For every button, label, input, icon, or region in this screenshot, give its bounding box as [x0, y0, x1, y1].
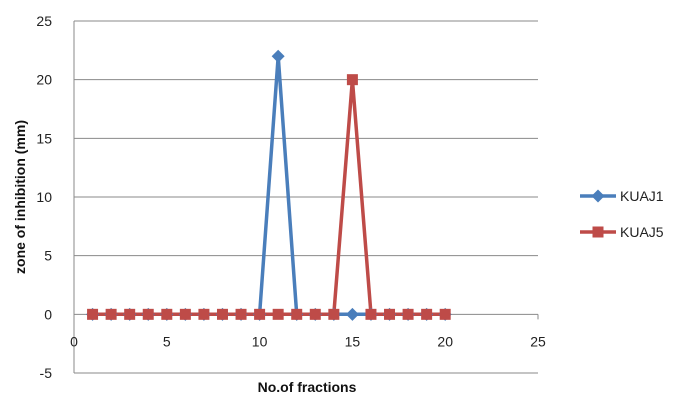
grid-lines: [74, 20, 538, 374]
data-point-kuaj5: [272, 308, 284, 320]
y-tick-label: 0: [44, 306, 52, 322]
data-point-kuaj5: [421, 308, 433, 320]
data-point-kuaj5: [87, 308, 99, 320]
data-point-kuaj1: [271, 49, 285, 63]
data-point-kuaj5: [291, 308, 303, 320]
data-point-kuaj5: [439, 308, 451, 320]
x-tick-label: 5: [163, 333, 171, 349]
y-tick-label: 25: [36, 13, 52, 29]
data-point-kuaj5: [105, 308, 117, 320]
series-layer: [86, 49, 452, 321]
legend-marker: [591, 189, 605, 203]
legend-label: KUAJ1: [620, 188, 664, 204]
y-axis-title: zone of inhibition (mm): [12, 120, 28, 274]
legend-marker: [592, 226, 604, 238]
x-tick-label: 20: [437, 333, 453, 349]
x-tick-label: 10: [252, 333, 268, 349]
data-point-kuaj5: [346, 74, 358, 86]
data-point-kuaj5: [402, 308, 414, 320]
data-point-kuaj5: [124, 308, 136, 320]
data-point-kuaj1: [345, 307, 359, 321]
legend: KUAJ1 KUAJ5: [580, 188, 664, 240]
legend-label: KUAJ5: [620, 224, 664, 240]
x-tick-label: 0: [70, 333, 78, 349]
data-point-kuaj5: [309, 308, 321, 320]
y-tick-label: 10: [36, 189, 52, 205]
y-tick-label: 20: [36, 72, 52, 88]
y-tick-label: 15: [36, 130, 52, 146]
data-point-kuaj5: [254, 308, 266, 320]
y-tick-label: 5: [44, 248, 52, 264]
x-axis-title: No.of fractions: [258, 379, 357, 395]
x-tick-label: 15: [345, 333, 361, 349]
data-point-kuaj5: [161, 308, 173, 320]
data-point-kuaj5: [328, 308, 340, 320]
data-point-kuaj5: [216, 308, 228, 320]
data-point-kuaj5: [198, 308, 210, 320]
data-point-kuaj5: [235, 308, 247, 320]
data-point-kuaj5: [384, 308, 396, 320]
series-line-kuaj1: [92, 54, 446, 317]
data-point-kuaj5: [365, 308, 377, 320]
x-tick-label: 25: [530, 333, 546, 349]
y-tick-label: -5: [40, 365, 53, 381]
data-point-kuaj5: [142, 308, 154, 320]
data-point-kuaj5: [179, 308, 191, 320]
